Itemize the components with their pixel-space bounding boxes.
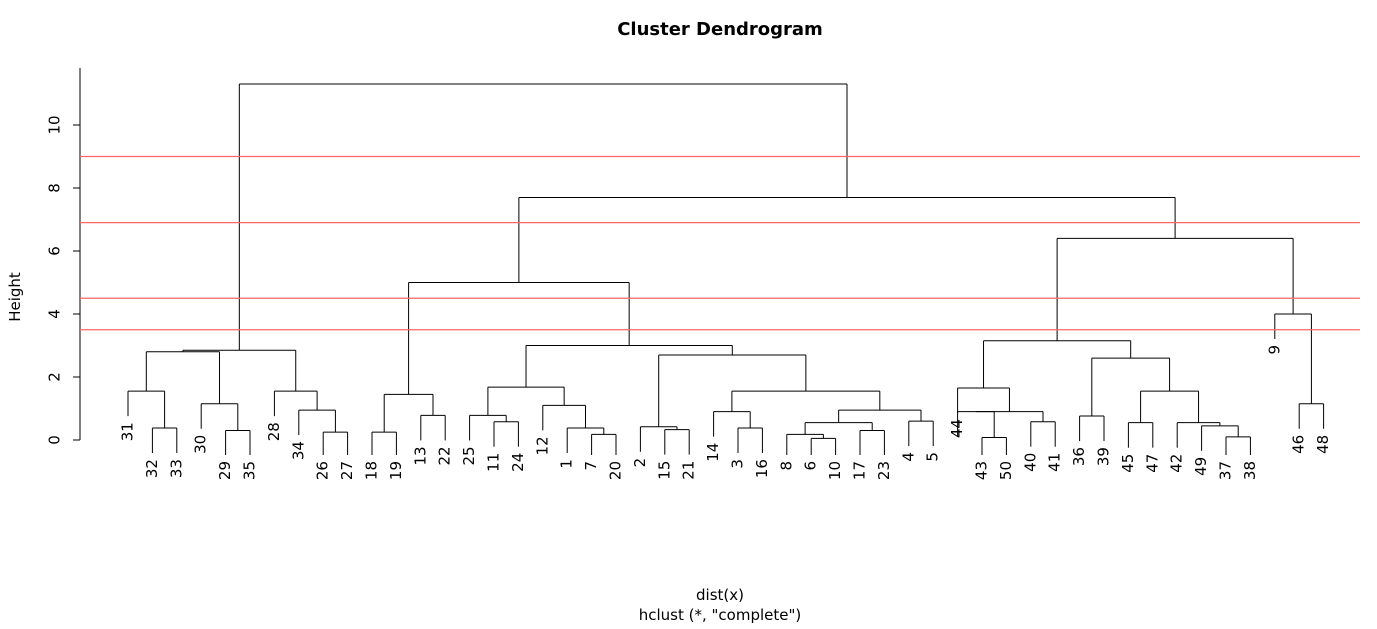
leaf-label: 8 — [777, 461, 795, 471]
leaf-label: 38 — [1241, 461, 1259, 480]
leaf-label: 26 — [314, 461, 332, 480]
leaf-label: 34 — [289, 441, 307, 460]
leaf-label: 41 — [1046, 453, 1064, 472]
leaf-label: 7 — [582, 461, 600, 471]
y-tick-label: 10 — [46, 115, 64, 134]
leaf-label: 28 — [265, 422, 283, 441]
leaf-label: 29 — [216, 461, 234, 480]
y-tick-label: 4 — [46, 309, 64, 319]
y-axis: 0 2 4 6 8 10 — [46, 68, 81, 445]
leaf-label: 17 — [851, 461, 869, 480]
leaf-label: 10 — [826, 461, 844, 480]
leaf-label: 27 — [338, 461, 356, 480]
y-tick-label: 0 — [46, 435, 64, 445]
leaf-label: 25 — [460, 446, 478, 465]
leaf-label: 50 — [997, 461, 1015, 480]
leaf-label: 20 — [607, 461, 625, 480]
leaf-label: 47 — [1143, 454, 1161, 473]
leaf-label: 22 — [436, 446, 454, 465]
cut-lines — [80, 155, 1360, 331]
leaf-label: 39 — [1095, 447, 1113, 466]
leaf-label: 4 — [899, 452, 917, 462]
x-axis-label: dist(x) — [696, 586, 744, 604]
leaf-label: 15 — [655, 461, 673, 480]
leaf-label: 14 — [704, 443, 722, 462]
leaf-label: 33 — [167, 459, 185, 478]
leaf-label: 9 — [1265, 345, 1283, 355]
leaf-label: 12 — [533, 436, 551, 455]
leaf-label: 46 — [1290, 435, 1308, 454]
leaf-label: 18 — [363, 461, 381, 480]
chart-title: Cluster Dendrogram — [617, 19, 823, 40]
leaf-label: 11 — [485, 453, 503, 472]
y-axis-label: Height — [6, 272, 24, 322]
leaf-label: 3 — [729, 459, 747, 469]
leaf-label: 44 — [948, 419, 966, 438]
leaf-label: 35 — [241, 461, 259, 480]
leaf-label: 5 — [924, 452, 942, 462]
leaf-label: 19 — [387, 461, 405, 480]
leaf-label: 43 — [973, 461, 991, 480]
y-tick-label: 6 — [46, 246, 64, 256]
leaf-label: 30 — [192, 435, 210, 454]
leaf-label: 6 — [802, 461, 820, 471]
leaf-label: 23 — [875, 461, 893, 480]
leaf-label: 40 — [1021, 453, 1039, 472]
method-sublabel: hclust (*, "complete") — [639, 606, 802, 624]
leaf-label: 31 — [119, 422, 137, 441]
dendrogram-branches — [127, 83, 1325, 455]
leaf-label: 13 — [411, 446, 429, 465]
leaf-label: 1 — [558, 459, 576, 469]
y-tick-label: 8 — [46, 183, 64, 193]
leaf-label: 32 — [143, 459, 161, 478]
leaf-label: 45 — [1119, 454, 1137, 473]
leaf-label: 21 — [680, 461, 698, 480]
leaf-label: 37 — [1217, 461, 1235, 480]
leaf-label: 2 — [631, 458, 649, 468]
leaf-label: 42 — [1168, 454, 1186, 473]
leaf-label: 24 — [509, 453, 527, 472]
leaf-label: 48 — [1314, 435, 1332, 454]
leaf-label: 49 — [1192, 457, 1210, 476]
y-tick-label: 2 — [46, 372, 64, 382]
leaf-label: 16 — [753, 459, 771, 478]
leaf-label: 36 — [1070, 447, 1088, 466]
